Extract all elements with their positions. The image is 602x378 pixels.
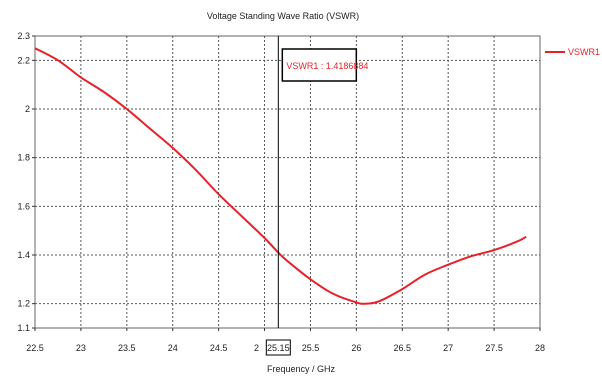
y-tick-label: 1.8 [17,153,30,163]
legend-label-vswr1: VSWR1 [568,47,600,57]
marker-annotation-box [281,48,358,82]
x-tick-label: 23.5 [118,343,136,353]
marker-x-label: 25.15 [267,343,290,353]
y-tick-label: 1.2 [17,299,30,309]
x-tick-label: 22.5 [26,343,44,353]
y-tick-label: 2.3 [17,31,30,41]
y-tick-label: 1.6 [17,201,30,211]
x-tick-label: 27.5 [485,343,503,353]
y-tick-label: 2 [25,104,30,114]
x-tick-label: 27 [443,343,453,353]
x-tick-label: 2 [254,343,259,353]
y-axis-ticks: 1.1 1.2 1.4 1.6 1.8 2 2.2 2.3 [17,31,35,333]
grid-lines [35,36,540,328]
x-tick-label: 23 [76,343,86,353]
marker-annotation-text: VSWR1 : 1.4186884 [286,61,368,71]
marker-x-label-box [265,339,291,356]
y-tick-label: 1.4 [17,250,30,260]
x-tick-label: 28 [535,343,545,353]
marker-layer: VSWR1 : 1.4186884 25.15 [265,36,368,356]
y-tick-label: 1.1 [17,323,30,333]
x-axis-label: Frequency / GHz [267,364,336,374]
x-tick-label: 26.5 [394,343,412,353]
x-tick-label: 25.5 [302,343,320,353]
x-tick-label: 24 [168,343,178,353]
series-line-vswr1 [34,47,527,305]
y-tick-label: 2.2 [17,55,30,65]
x-tick-label: 26 [351,343,361,353]
legend: VSWR1 [545,47,600,57]
x-tick-label: 24.5 [210,343,228,353]
chart-title: Voltage Standing Wave Ratio (VSWR) [207,11,359,21]
plot-area [34,35,541,329]
series-layer [34,47,527,305]
x-axis-ticks: 22.5 23 23.5 24 24.5 2 25.5 26 26.5 27 27.5 28 [26,328,545,353]
